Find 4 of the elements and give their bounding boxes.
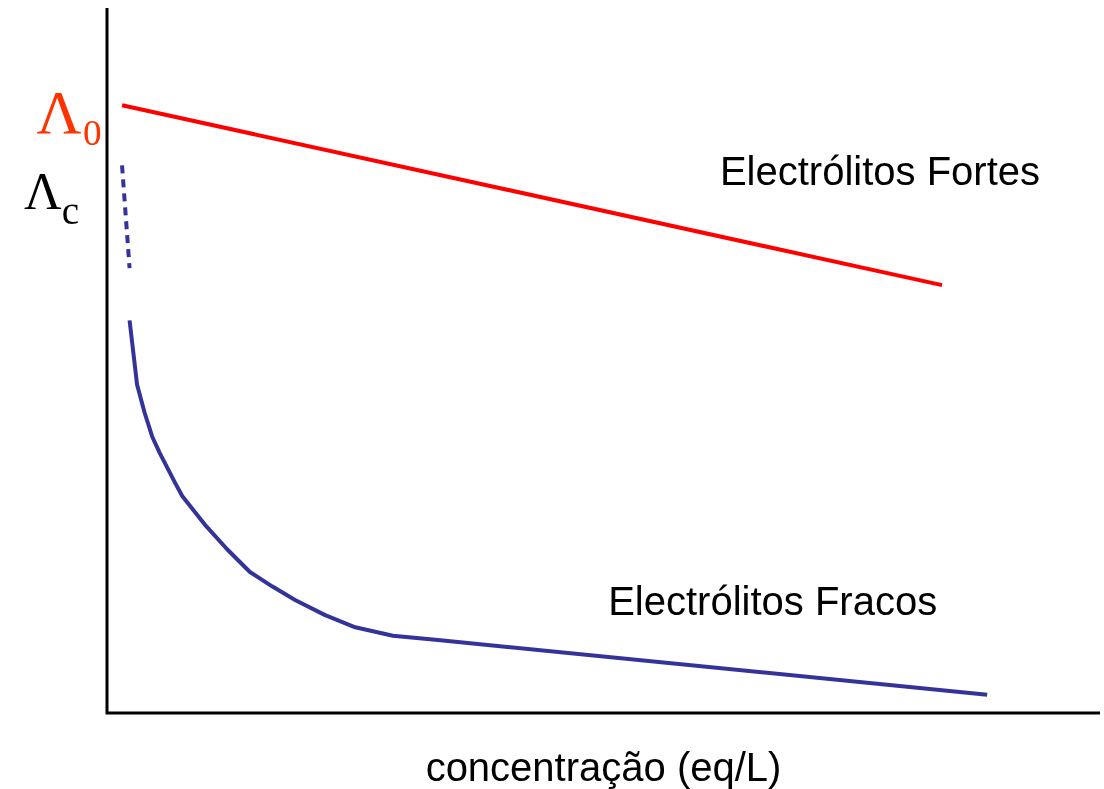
series-label: Electrólitos Fortes xyxy=(719,149,1041,194)
text: Λ₀ xyxy=(36,78,104,146)
x-axis-title: concentração (eq/L) xyxy=(425,745,782,789)
series-label: Electrólitos Fracos xyxy=(608,578,938,623)
